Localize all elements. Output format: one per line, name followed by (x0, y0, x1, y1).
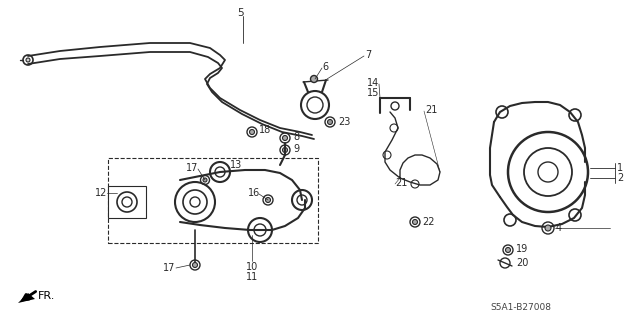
Text: 10: 10 (246, 262, 258, 272)
Text: 21: 21 (395, 178, 408, 188)
Circle shape (310, 76, 317, 83)
Bar (108, 158, 318, 243)
Text: 5: 5 (237, 8, 244, 18)
Text: 17: 17 (163, 263, 175, 273)
Text: 7: 7 (365, 50, 371, 60)
Text: 8: 8 (293, 132, 299, 142)
Text: 2: 2 (617, 173, 623, 183)
Circle shape (266, 197, 271, 203)
Circle shape (250, 130, 255, 135)
Circle shape (203, 178, 207, 182)
Circle shape (193, 263, 198, 268)
Text: 11: 11 (246, 272, 258, 282)
Text: S5A1-B27008: S5A1-B27008 (490, 303, 551, 313)
Text: 23: 23 (338, 117, 350, 127)
Circle shape (282, 136, 287, 140)
Text: 6: 6 (322, 62, 328, 72)
Text: 1: 1 (617, 163, 623, 173)
Circle shape (328, 120, 333, 124)
Circle shape (545, 225, 551, 231)
Text: 22: 22 (422, 217, 435, 227)
Text: 17: 17 (186, 163, 198, 173)
Text: 14: 14 (367, 78, 379, 88)
Text: 12: 12 (95, 188, 107, 198)
Text: 21: 21 (425, 105, 437, 115)
Circle shape (26, 58, 30, 62)
Circle shape (413, 219, 417, 225)
Text: 20: 20 (516, 258, 529, 268)
Text: 15: 15 (367, 88, 379, 98)
Text: 9: 9 (293, 144, 299, 154)
Circle shape (282, 147, 287, 152)
Bar (108, 186, 146, 218)
Text: FR.: FR. (38, 291, 56, 301)
Text: 18: 18 (259, 125, 271, 135)
Text: 13: 13 (230, 160, 243, 170)
Text: 19: 19 (516, 244, 528, 254)
Text: 4: 4 (556, 223, 562, 233)
Circle shape (506, 248, 511, 253)
Polygon shape (18, 293, 35, 303)
Text: 16: 16 (248, 188, 260, 198)
